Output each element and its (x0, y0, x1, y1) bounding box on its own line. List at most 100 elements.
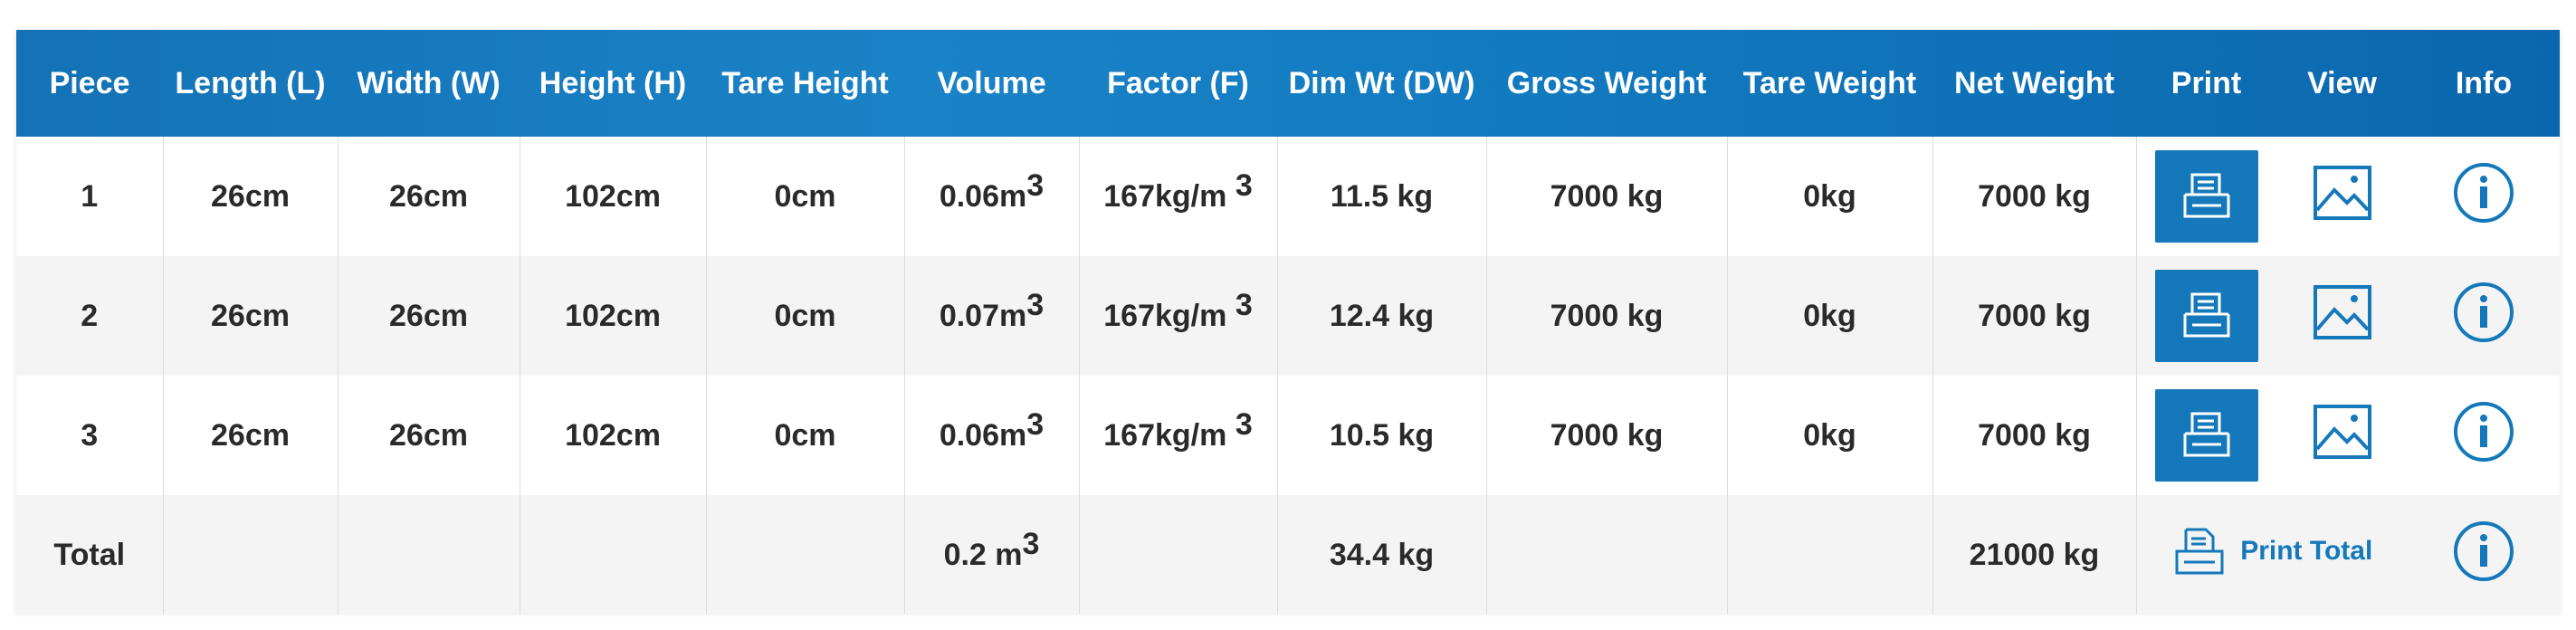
total-label: Total (16, 495, 164, 615)
volume-value: 0.07m (939, 298, 1027, 333)
cell-height: 102cm (520, 256, 707, 376)
header-tare-height: Tare Height (721, 65, 889, 100)
print-total-button[interactable]: Print Total (2171, 526, 2372, 577)
total-volume-exponent: 3 (1022, 526, 1040, 561)
cell-volume: 0.06m3 (904, 376, 1080, 495)
cell-width: 26cm (338, 256, 520, 376)
cell-factor: 167kg/m 3 (1079, 137, 1278, 256)
header-dim-wt: Dim Wt (DW) (1288, 65, 1475, 100)
header-volume: Volume (937, 65, 1046, 100)
info-icon (2454, 162, 2514, 223)
info-button[interactable] (2452, 400, 2515, 463)
cell-info (2408, 376, 2560, 495)
total-row: Total 0.2 m3 34.4 kg 21000 kg (16, 495, 2560, 615)
cell-tare-weight: 0kg (1727, 137, 1933, 256)
cell-gross-weight: 7000 kg (1486, 376, 1728, 495)
cell-gross-weight: 7000 kg (1486, 137, 1728, 256)
cell-tare-height: 0cm (706, 256, 905, 376)
factor-exponent: 3 (1235, 287, 1253, 322)
cell-factor: 167kg/m 3 (1079, 376, 1278, 495)
cell-info (2408, 256, 2560, 376)
cell-width: 26cm (338, 137, 520, 256)
cell-view (2276, 376, 2408, 495)
volume-value: 0.06m (939, 417, 1027, 453)
volume-exponent: 3 (1026, 406, 1045, 442)
view-button[interactable] (2313, 165, 2372, 221)
cell-volume: 0.06m3 (904, 137, 1080, 256)
cell-piece: 3 (16, 376, 164, 495)
cell-tare-weight: 0kg (1727, 256, 1933, 376)
table-body: 1 26cm 26cm 102cm 0cm 0.06m3 167kg/m 3 1… (16, 137, 2560, 615)
info-icon (2454, 520, 2514, 581)
factor-value: 167kg/m (1103, 417, 1227, 453)
print-button[interactable] (2154, 389, 2258, 482)
view-button[interactable] (2313, 404, 2372, 460)
factor-value: 167kg/m (1103, 298, 1227, 333)
printer-icon (2183, 412, 2230, 457)
total-print-cell: Print Total (2136, 495, 2408, 615)
header-factor: Factor (F) (1107, 65, 1249, 100)
total-info-button[interactable] (2452, 520, 2515, 583)
cell-dim-wt: 12.4 kg (1277, 256, 1487, 376)
total-empty-cell (706, 495, 905, 615)
factor-exponent: 3 (1235, 167, 1253, 203)
print-button[interactable] (2154, 270, 2258, 362)
print-total-label: Print Total (2240, 535, 2373, 566)
image-icon (2313, 404, 2371, 459)
table-row: 3 26cm 26cm 102cm 0cm 0.06m3 167kg/m 3 1… (16, 376, 2560, 495)
print-button[interactable] (2154, 150, 2258, 243)
cell-net-weight: 7000 kg (1932, 137, 2137, 256)
volume-value: 0.06m (939, 178, 1027, 214)
table-row: 1 26cm 26cm 102cm 0cm 0.06m3 167kg/m 3 1… (16, 137, 2560, 256)
info-icon (2454, 401, 2514, 462)
header-gross-weight: Gross Weight (1506, 65, 1707, 100)
header-tare-weight: Tare Weight (1742, 65, 1917, 100)
document-printer-icon (2175, 528, 2224, 574)
cell-view (2276, 137, 2408, 256)
cell-dim-wt: 11.5 kg (1277, 137, 1487, 256)
header-print: Print (2171, 65, 2242, 100)
header-row: Piece Length (L) Width (W) Height (H) Ta… (16, 30, 2560, 137)
total-empty-cell (163, 495, 339, 615)
header-view: View (2307, 65, 2377, 100)
pieces-table: Piece Length (L) Width (W) Height (H) Ta… (16, 30, 2560, 615)
info-icon (2454, 282, 2514, 342)
factor-value: 167kg/m (1103, 178, 1227, 214)
total-volume-value: 0.2 m (943, 537, 1023, 572)
total-empty-cell (1486, 495, 1728, 615)
volume-exponent: 3 (1026, 167, 1045, 203)
pieces-table-container: Piece Length (L) Width (W) Height (H) Ta… (16, 30, 2560, 615)
header-net-weight: Net Weight (1954, 65, 2114, 100)
header-width: Width (W) (357, 65, 501, 100)
cell-piece: 2 (16, 256, 164, 376)
table-header: Piece Length (L) Width (W) Height (H) Ta… (16, 30, 2560, 137)
cell-height: 102cm (520, 376, 707, 495)
cell-length: 26cm (163, 256, 339, 376)
cell-factor: 167kg/m 3 (1079, 256, 1278, 376)
cell-view (2276, 256, 2408, 376)
cell-tare-height: 0cm (706, 376, 905, 495)
cell-print (2136, 376, 2276, 495)
cell-gross-weight: 7000 kg (1486, 256, 1728, 376)
volume-exponent: 3 (1026, 287, 1045, 322)
info-button[interactable] (2452, 281, 2515, 344)
factor-exponent: 3 (1235, 406, 1253, 442)
view-button[interactable] (2313, 284, 2372, 340)
printer-icon (2183, 292, 2230, 338)
cell-length: 26cm (163, 137, 339, 256)
cell-tare-weight: 0kg (1727, 376, 1933, 495)
cell-info (2408, 137, 2560, 256)
image-icon (2313, 284, 2371, 339)
total-info-cell (2408, 495, 2560, 615)
cell-print (2136, 137, 2276, 256)
cell-volume: 0.07m3 (904, 256, 1080, 376)
cell-width: 26cm (338, 376, 520, 495)
cell-net-weight: 7000 kg (1932, 256, 2137, 376)
header-piece: Piece (49, 65, 130, 100)
header-info: Info (2455, 65, 2513, 100)
total-empty-cell (520, 495, 707, 615)
cell-piece: 1 (16, 137, 164, 256)
total-empty-cell (1727, 495, 1933, 615)
cell-height: 102cm (520, 137, 707, 256)
info-button[interactable] (2452, 161, 2515, 224)
